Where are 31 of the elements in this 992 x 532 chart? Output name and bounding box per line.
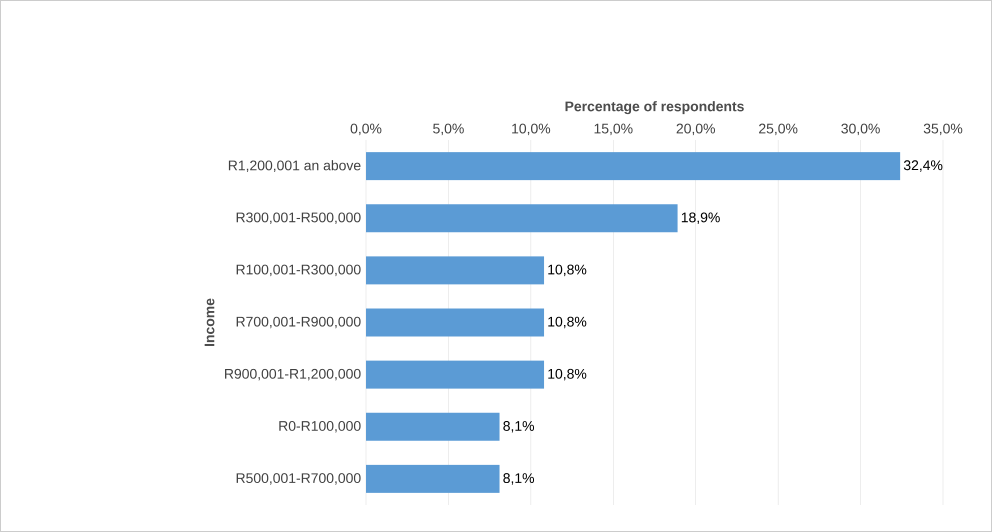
y-tick-label: R1,200,001 an above <box>228 160 361 172</box>
bar <box>366 412 500 441</box>
y-tick-label: R0-R100,000 <box>279 421 361 433</box>
x-tick-label: 0,0% <box>350 124 382 136</box>
data-label: 10,8% <box>548 368 586 380</box>
x-tick-label: 15,0% <box>594 124 633 136</box>
x-axis-title: Percentage of respondents <box>566 101 744 114</box>
bar <box>366 308 544 337</box>
y-tick-label: R700,001-R900,000 <box>236 316 361 328</box>
x-tick-label: 30,0% <box>841 124 880 136</box>
bar <box>366 360 544 389</box>
data-label: 32,4% <box>904 160 942 172</box>
bar <box>366 464 500 493</box>
x-tick-label: 20,0% <box>676 124 715 136</box>
y-tick-label: R500,001-R700,000 <box>236 473 361 485</box>
bar <box>366 204 678 232</box>
x-tick-label: 10,0% <box>512 124 550 136</box>
data-label: 8,1% <box>503 421 534 433</box>
data-label: 10,8% <box>548 316 586 328</box>
bar <box>366 152 900 180</box>
data-label: 8,1% <box>503 473 534 485</box>
y-tick-label: R300,001-R500,000 <box>236 212 361 224</box>
y-tick-label: R900,001-R1,200,000 <box>225 368 361 380</box>
y-axis-title: Income <box>204 298 214 346</box>
x-tick-label: 25,0% <box>759 124 798 136</box>
x-tick-label: 35,0% <box>924 124 962 136</box>
y-tick-label: R100,001-R300,000 <box>236 264 361 276</box>
bar <box>366 256 544 284</box>
data-label: 10,8% <box>548 264 586 276</box>
data-label: 18,9% <box>682 212 720 224</box>
x-tick-label: 5,0% <box>433 124 464 136</box>
